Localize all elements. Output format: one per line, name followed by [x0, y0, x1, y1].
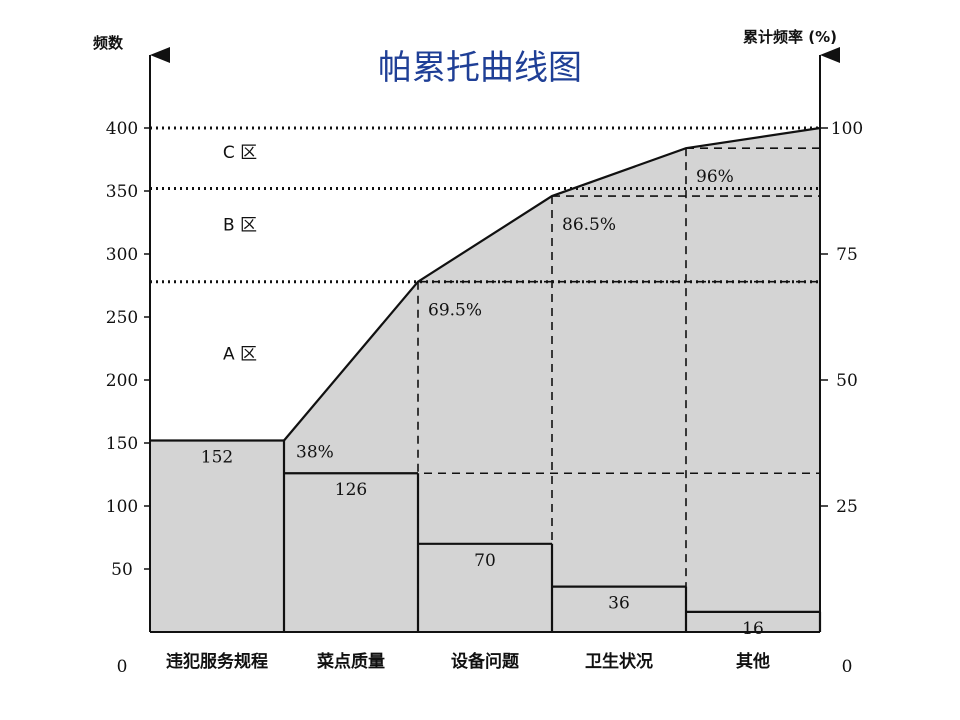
right-tick-label: 0 — [842, 657, 853, 677]
cumulative-label: 86.5% — [562, 215, 616, 235]
bar-value-label: 70 — [474, 551, 496, 571]
right-tick-label: 100 — [831, 119, 863, 139]
left-tick-label: 50 — [111, 560, 133, 580]
cumulative-label: 38% — [296, 442, 334, 462]
category-label: 菜点质量 — [316, 651, 385, 672]
left-tick-label: 300 — [106, 245, 138, 265]
left-tick-label: 200 — [106, 371, 138, 391]
cumulative-label: 96% — [696, 167, 734, 187]
left-tick-label: 250 — [106, 308, 138, 328]
left-tick-label: 400 — [106, 119, 138, 139]
left-tick-label: 150 — [106, 434, 138, 454]
zone-label: C 区 — [223, 143, 257, 163]
right-tick-label: 25 — [836, 497, 858, 517]
left-axis-title: 频数 — [93, 34, 124, 52]
category-label: 违犯服务规程 — [166, 651, 268, 672]
bar-value-label: 16 — [742, 619, 764, 639]
left-tick-label: 350 — [106, 182, 138, 202]
bar-value-label: 152 — [201, 447, 233, 467]
category-label: 其他 — [736, 651, 770, 672]
left-tick-label: 0 — [117, 657, 128, 677]
cumulative-curve — [283, 126, 821, 442]
cumulative-label: 69.5% — [428, 301, 482, 321]
bar-value-label: 126 — [335, 480, 367, 500]
bar-value-label: 36 — [608, 594, 630, 614]
cumulative-area — [150, 128, 820, 632]
right-tick-label: 50 — [836, 371, 858, 391]
zone-label: A 区 — [223, 345, 257, 365]
chart-title: 帕累托曲线图 — [378, 48, 582, 88]
right-axis-title: 累计频率 (%) — [743, 28, 837, 46]
category-label: 设备问题 — [451, 651, 520, 672]
left-tick-label: 100 — [106, 497, 138, 517]
zone-label: B 区 — [223, 215, 257, 235]
category-label: 卫生状况 — [585, 651, 653, 672]
right-tick-label: 75 — [836, 245, 858, 265]
